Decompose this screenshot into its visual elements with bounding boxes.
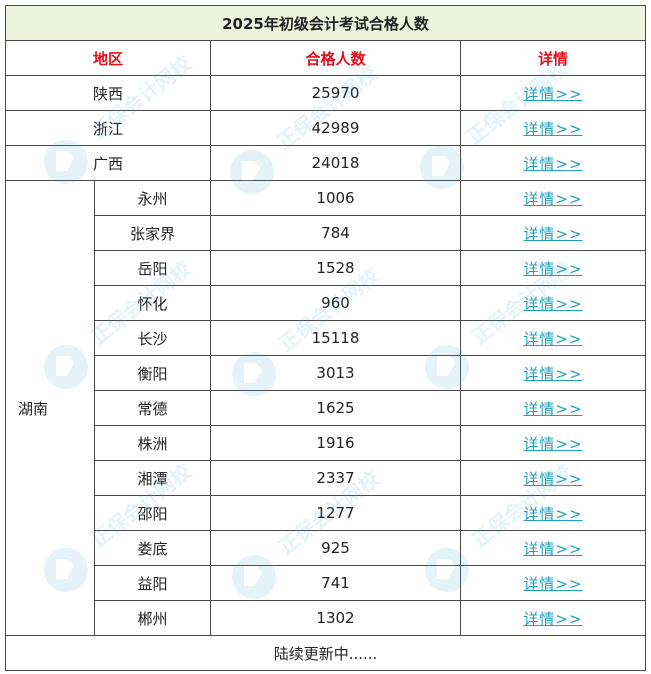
table-row: 浙江 42989 详情>>	[5, 110, 646, 146]
table-row: 张家界 784 详情>>	[6, 215, 646, 251]
city-name: 衡阳	[94, 355, 211, 391]
table-title: 2025年初级会计考试合格人数	[5, 5, 646, 41]
details-link[interactable]: 详情>>	[523, 259, 583, 278]
city-name: 长沙	[94, 320, 211, 356]
details-cell: 详情>>	[460, 460, 646, 496]
details-link[interactable]: 详情>>	[523, 294, 583, 313]
pass-count: 741	[210, 565, 461, 601]
footer-row: 陆续更新中......	[5, 635, 646, 671]
details-cell: 详情>>	[460, 215, 646, 251]
details-link[interactable]: 详情>>	[523, 609, 583, 628]
details-link[interactable]: 详情>>	[523, 364, 583, 383]
city-name: 岳阳	[94, 250, 211, 286]
table-row: 益阳 741 详情>>	[6, 565, 646, 601]
header-details: 详情	[460, 40, 646, 76]
table-row: 长沙 15118 详情>>	[6, 320, 646, 356]
details-link[interactable]: 详情>>	[523, 224, 583, 243]
region-name: 浙江	[5, 110, 211, 146]
table-row: 邵阳 1277 详情>>	[6, 495, 646, 531]
details-cell: 详情>>	[460, 355, 646, 391]
header-region: 地区	[5, 40, 211, 76]
details-cell: 详情>>	[460, 565, 646, 601]
details-link[interactable]: 详情>>	[523, 539, 583, 558]
pass-count: 784	[210, 215, 461, 251]
table-row: 衡阳 3013 详情>>	[6, 355, 646, 391]
pass-count: 1528	[210, 250, 461, 286]
footer-note: 陆续更新中......	[5, 635, 646, 671]
details-cell: 详情>>	[460, 495, 646, 531]
details-link[interactable]: 详情>>	[523, 119, 583, 138]
details-cell: 详情>>	[460, 250, 646, 286]
city-name: 永州	[94, 180, 211, 216]
table-row: 湘潭 2337 详情>>	[6, 460, 646, 496]
details-link[interactable]: 详情>>	[523, 469, 583, 488]
pass-count: 1006	[210, 180, 461, 216]
details-cell: 详情>>	[460, 390, 646, 426]
city-name: 郴州	[94, 600, 211, 636]
province-name-hunan: 湖南	[5, 180, 95, 636]
details-link[interactable]: 详情>>	[523, 329, 583, 348]
details-link[interactable]: 详情>>	[523, 574, 583, 593]
details-cell: 详情>>	[460, 110, 646, 146]
details-link[interactable]: 详情>>	[523, 399, 583, 418]
details-cell: 详情>>	[460, 530, 646, 566]
details-cell: 详情>>	[460, 600, 646, 636]
city-name: 湘潭	[94, 460, 211, 496]
pass-count: 1277	[210, 495, 461, 531]
pass-count: 25970	[210, 75, 461, 111]
city-name: 娄底	[94, 530, 211, 566]
pass-count: 925	[210, 530, 461, 566]
city-name: 邵阳	[94, 495, 211, 531]
region-name: 广西	[5, 145, 211, 181]
pass-count: 1916	[210, 425, 461, 461]
details-link[interactable]: 详情>>	[523, 84, 583, 103]
details-cell: 详情>>	[460, 75, 646, 111]
pass-count: 24018	[210, 145, 461, 181]
city-name: 常德	[94, 390, 211, 426]
table-row: 常德 1625 详情>>	[6, 390, 646, 426]
table-row: 怀化 960 详情>>	[6, 285, 646, 321]
table-row: 陕西 25970 详情>>	[5, 75, 646, 111]
table-row: 娄底 925 详情>>	[6, 530, 646, 566]
region-name: 陕西	[5, 75, 211, 111]
header-count: 合格人数	[210, 40, 461, 76]
pass-count: 1625	[210, 390, 461, 426]
details-link[interactable]: 详情>>	[523, 189, 583, 208]
details-cell: 详情>>	[460, 320, 646, 356]
details-cell: 详情>>	[460, 285, 646, 321]
city-name: 怀化	[94, 285, 211, 321]
table-row: 广西 24018 详情>>	[5, 145, 646, 181]
pass-count: 2337	[210, 460, 461, 496]
table-row: 湖南 永州 1006 详情>>	[5, 180, 646, 636]
details-cell: 详情>>	[460, 145, 646, 181]
header-row: 地区 合格人数 详情	[5, 40, 646, 76]
pass-count: 960	[210, 285, 461, 321]
city-name: 益阳	[94, 565, 211, 601]
city-name: 张家界	[94, 215, 211, 251]
pass-count: 42989	[210, 110, 461, 146]
table-row: 郴州 1302 详情>>	[6, 600, 646, 636]
pass-count: 3013	[210, 355, 461, 391]
pass-count: 15118	[210, 320, 461, 356]
details-cell: 详情>>	[460, 180, 646, 216]
details-link[interactable]: 详情>>	[523, 504, 583, 523]
pass-count-table: 2025年初级会计考试合格人数 地区 合格人数 详情 陕西 25970 详情>> 浙江…	[5, 5, 646, 671]
details-link[interactable]: 详情>>	[523, 154, 583, 173]
table-row: 岳阳 1528 详情>>	[6, 250, 646, 286]
table-row: 株洲 1916 详情>>	[6, 425, 646, 461]
pass-count: 1302	[210, 600, 461, 636]
details-link[interactable]: 详情>>	[523, 434, 583, 453]
details-cell: 详情>>	[460, 425, 646, 461]
city-name: 株洲	[94, 425, 211, 461]
title-row: 2025年初级会计考试合格人数	[5, 5, 646, 41]
